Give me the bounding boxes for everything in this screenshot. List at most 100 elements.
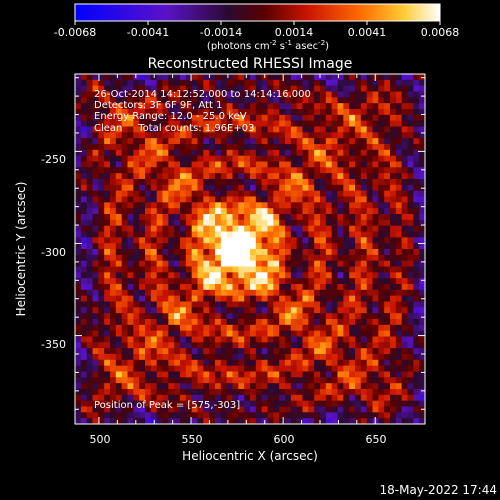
heatmap-pixel bbox=[279, 260, 286, 267]
colorbar: -0.0068 -0.0041 -0.0014 0.0014 0.0041 0.… bbox=[54, 3, 459, 52]
heatmap-pixel bbox=[314, 179, 321, 186]
heatmap-pixel bbox=[86, 371, 93, 378]
heatmap-pixel bbox=[232, 214, 239, 221]
heatmap-pixel bbox=[366, 202, 373, 209]
heatmap-pixel bbox=[191, 365, 198, 372]
heatmap-pixel bbox=[267, 144, 274, 151]
heatmap-pixel bbox=[273, 254, 280, 262]
heatmap-pixel bbox=[121, 173, 128, 180]
heatmap-pixel bbox=[232, 266, 239, 273]
heatmap-pixel bbox=[92, 336, 99, 343]
heatmap-pixel bbox=[349, 144, 356, 151]
heatmap-pixel bbox=[238, 190, 245, 197]
heatmap-pixel bbox=[337, 114, 344, 122]
heatmap-pixel bbox=[285, 336, 292, 343]
heatmap-pixel bbox=[390, 342, 397, 349]
heatmap-pixel bbox=[238, 418, 245, 424]
heatmap-pixel bbox=[401, 313, 408, 320]
heatmap-pixel bbox=[267, 313, 274, 320]
heatmap-pixel bbox=[174, 336, 181, 343]
heatmap-pixel bbox=[372, 284, 379, 291]
heatmap-pixel bbox=[273, 214, 280, 221]
heatmap-pixel bbox=[92, 359, 99, 367]
heatmap-pixel bbox=[355, 85, 362, 92]
heatmap-pixel bbox=[413, 383, 420, 390]
heatmap-pixel bbox=[360, 179, 368, 186]
heatmap-pixel bbox=[75, 120, 82, 127]
heatmap-pixel bbox=[220, 319, 228, 326]
heatmap-pixel bbox=[401, 219, 408, 227]
heatmap-pixel bbox=[121, 219, 128, 227]
heatmap-pixel bbox=[162, 336, 169, 343]
heatmap-pixel bbox=[162, 149, 169, 157]
heatmap-pixel bbox=[80, 377, 88, 384]
heatmap-pixel bbox=[86, 359, 93, 367]
heatmap-pixel bbox=[180, 295, 187, 302]
heatmap-pixel bbox=[302, 412, 309, 419]
heatmap-pixel bbox=[162, 330, 169, 337]
heatmap-pixel bbox=[220, 103, 228, 110]
heatmap-pixel bbox=[395, 114, 403, 122]
heatmap-pixel bbox=[331, 284, 338, 291]
heatmap-pixel bbox=[75, 132, 82, 139]
heatmap-pixel bbox=[372, 394, 379, 402]
heatmap-pixel bbox=[203, 79, 210, 87]
heatmap-pixel bbox=[226, 336, 233, 343]
heatmap-pixel bbox=[261, 231, 268, 238]
heatmap-pixel bbox=[232, 418, 239, 424]
heatmap-pixel bbox=[162, 120, 169, 127]
heatmap-pixel bbox=[238, 295, 245, 302]
heatmap-pixel bbox=[419, 208, 425, 215]
heatmap-pixel bbox=[232, 272, 239, 279]
heatmap-pixel bbox=[115, 149, 123, 157]
heatmap-pixel bbox=[372, 138, 379, 145]
heatmap-pixel bbox=[302, 149, 309, 157]
heatmap-pixel bbox=[98, 196, 105, 203]
heatmap-pixel bbox=[290, 208, 298, 215]
heatmap-pixel bbox=[384, 319, 391, 326]
heatmap-pixel bbox=[244, 231, 251, 238]
heatmap-pixel bbox=[285, 254, 292, 262]
heatmap-pixel bbox=[314, 301, 321, 308]
heatmap-pixel bbox=[250, 109, 257, 116]
heatmap-pixel bbox=[232, 202, 239, 209]
heatmap-pixel bbox=[296, 161, 303, 168]
heatmap-pixel bbox=[366, 190, 373, 197]
heatmap-pixel bbox=[273, 266, 280, 273]
heatmap-pixel bbox=[98, 400, 105, 407]
heatmap-pixel bbox=[238, 144, 245, 151]
heatmap-pixel bbox=[290, 214, 298, 221]
heatmap-pixel bbox=[331, 144, 338, 151]
heatmap-pixel bbox=[372, 179, 379, 186]
heatmap-pixel bbox=[360, 319, 368, 326]
heatmap-pixel bbox=[349, 196, 356, 203]
heatmap-pixel bbox=[174, 231, 181, 238]
heatmap-pixel bbox=[127, 406, 134, 413]
heatmap-pixel bbox=[261, 225, 268, 232]
heatmap-pixel bbox=[168, 249, 175, 256]
heatmap-pixel bbox=[162, 272, 169, 279]
colorbar-tick-label: 0.0041 bbox=[348, 26, 387, 39]
heatmap-pixel bbox=[215, 237, 222, 244]
heatmap-pixel bbox=[145, 202, 152, 209]
heatmap-pixel bbox=[115, 114, 123, 122]
heatmap-pixel bbox=[320, 266, 327, 273]
heatmap-pixel bbox=[104, 126, 111, 133]
heatmap-pixel bbox=[162, 249, 169, 256]
heatmap-pixel bbox=[250, 155, 257, 162]
heatmap-pixel bbox=[127, 237, 134, 244]
heatmap-pixel bbox=[390, 336, 397, 343]
heatmap-pixel bbox=[290, 219, 298, 227]
heatmap-pixel bbox=[127, 167, 134, 174]
heatmap-pixel bbox=[226, 184, 233, 192]
heatmap-pixel bbox=[220, 196, 228, 203]
heatmap-pixel bbox=[238, 389, 245, 396]
heatmap-image bbox=[75, 74, 425, 424]
heatmap-pixel bbox=[156, 91, 163, 98]
heatmap-pixel bbox=[98, 330, 105, 337]
heatmap-pixel bbox=[360, 371, 368, 378]
heatmap-pixel bbox=[413, 260, 420, 267]
heatmap-pixel bbox=[197, 289, 204, 297]
heatmap-pixel bbox=[337, 79, 344, 87]
heatmap-pixel bbox=[80, 179, 88, 186]
